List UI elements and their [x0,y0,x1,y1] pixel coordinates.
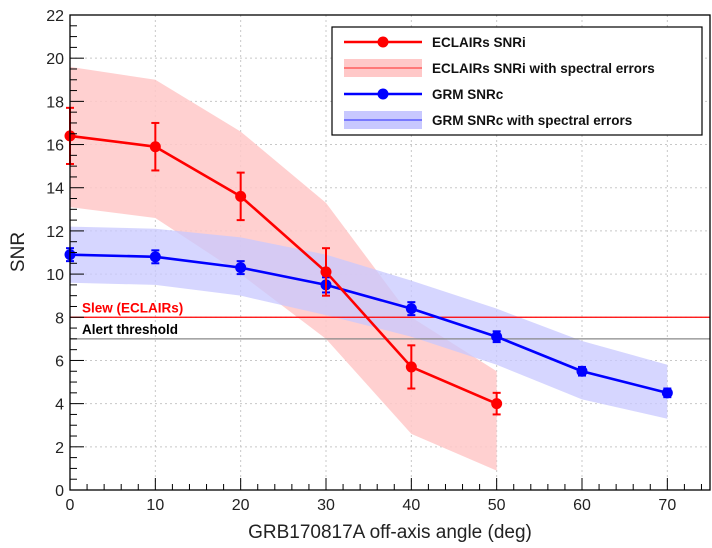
x-tick-label: 30 [317,497,335,514]
y-tick-label: 10 [46,267,64,284]
axis-ticks: 0 10 20 30 40 50 60 70 0 2 4 6 8 10 12 14 16 18 20 22 [46,8,702,514]
data-point-eclairs [235,190,247,202]
legend: ECLAIRs SNRi ECLAIRs SNRi with spectral e… [331,26,703,136]
y-tick-label: 12 [46,224,64,241]
y-tick-label: 2 [55,440,64,457]
legend-label-eclairs-band: ECLAIRs SNRi with spectral errors [432,61,655,76]
hline-label-alert-threshold: Alert threshold [82,322,178,337]
legend-label-grm-band: GRM SNRc with spectral errors [432,113,632,128]
y-tick-label: 20 [46,51,64,68]
y-axis-title: SNR [8,232,29,272]
data-point-grm [149,251,161,263]
x-axis-title: GRB170817A off-axis angle (deg) [248,522,532,543]
legend-label-eclairs: ECLAIRs SNRi [432,35,526,50]
series-line-grm [69,253,668,395]
data-point-eclairs [149,141,161,153]
y-tick-label: 16 [46,138,64,155]
y-tick-label: 6 [55,353,64,370]
data-point-grm [235,262,247,274]
y-tick-label: 18 [46,94,64,111]
y-tick-label: 4 [55,397,64,414]
legend-label-grm: GRM SNRc [432,87,504,102]
x-tick-label: 10 [146,497,164,514]
x-tick-label: 20 [232,497,250,514]
x-tick-label: 50 [488,497,506,514]
data-point-grm [576,365,588,377]
spectral-error-bands [70,66,668,471]
x-tick-label: 40 [402,497,420,514]
series-line-eclairs [69,134,498,405]
data-series [64,106,673,416]
y-tick-label: 22 [46,8,64,25]
y-tick-label: 8 [55,310,64,327]
x-tick-label: 70 [658,497,676,514]
data-point-eclairs [491,398,503,410]
legend-marker-eclairs [377,36,389,48]
y-tick-label: 14 [46,181,64,198]
legend-marker-grm [377,88,389,100]
y-tick-label: 0 [55,483,64,500]
x-tick-label: 60 [573,497,591,514]
band-grm [70,226,668,419]
x-tick-label: 0 [66,497,75,514]
data-point-grm [661,387,673,399]
data-point-eclairs [320,266,332,278]
data-point-grm [405,303,417,315]
hline-label-slew: Slew (ECLAIRs) [82,300,183,315]
threshold-lines: Slew (ECLAIRs) Alert threshold [70,300,710,340]
data-point-eclairs [405,361,417,373]
data-point-grm [491,331,503,343]
